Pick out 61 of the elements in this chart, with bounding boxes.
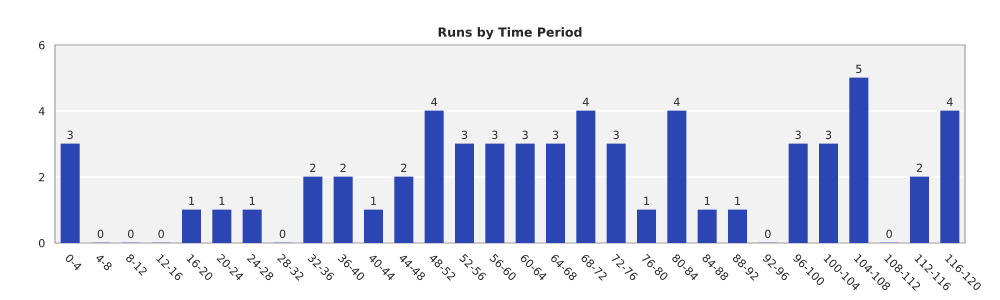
data-label: 3 — [613, 130, 619, 140]
data-label: 1 — [250, 196, 255, 205]
bar — [698, 210, 717, 243]
bar — [910, 176, 930, 243]
chart-title: Runs by Time Period — [438, 27, 582, 40]
data-label: 1 — [189, 196, 194, 205]
data-label: 0 — [158, 230, 164, 238]
x-tick-label: 4-8 — [94, 253, 113, 272]
bar — [424, 110, 444, 243]
y-tick-label: 6 — [38, 40, 45, 50]
bar — [940, 110, 960, 243]
bar — [334, 176, 353, 243]
bar — [788, 144, 808, 243]
bar — [394, 176, 414, 243]
data-label: 3 — [795, 130, 801, 140]
data-label: 3 — [462, 130, 468, 140]
bar — [485, 144, 504, 243]
data-label: 4 — [946, 98, 953, 106]
data-label: 1 — [371, 196, 376, 205]
data-label: 4 — [582, 98, 589, 106]
data-label: 0 — [280, 230, 286, 238]
bar — [606, 144, 626, 243]
y-tick-label: 4 — [38, 107, 45, 116]
bar — [364, 210, 384, 243]
bar — [454, 144, 474, 243]
data-label: 3 — [826, 130, 832, 140]
data-label: 4 — [431, 98, 438, 106]
data-label: 2 — [340, 164, 346, 172]
bar — [516, 144, 535, 243]
bar — [212, 210, 232, 243]
bar — [182, 210, 202, 243]
data-label: 3 — [552, 130, 558, 140]
data-label: 2 — [310, 164, 316, 172]
data-label: 3 — [522, 130, 528, 140]
bar — [60, 144, 80, 243]
data-label: 5 — [856, 64, 862, 74]
bar — [576, 110, 596, 243]
y-tick-label: 0 — [38, 238, 45, 248]
bar — [728, 210, 748, 243]
data-label: 0 — [98, 230, 104, 238]
bar — [818, 144, 838, 243]
x-tick-label: 0-4 — [64, 253, 82, 272]
data-label: 0 — [128, 230, 134, 238]
data-label: 3 — [67, 130, 73, 140]
data-label: 1 — [704, 196, 710, 205]
y-tick-label: 2 — [39, 172, 44, 182]
bar — [546, 144, 566, 243]
data-label: 2 — [916, 164, 922, 172]
data-label: 1 — [644, 196, 650, 205]
data-label: 0 — [886, 230, 892, 238]
bar — [303, 176, 322, 243]
data-label: 3 — [492, 130, 498, 140]
data-label: 1 — [220, 196, 224, 205]
data-label: 4 — [674, 98, 680, 106]
bar — [849, 78, 868, 243]
data-label: 0 — [765, 230, 771, 238]
bar — [667, 110, 686, 243]
bar — [636, 210, 656, 243]
data-label: 1 — [735, 196, 740, 205]
bar — [242, 210, 262, 243]
data-label: 2 — [401, 164, 406, 172]
